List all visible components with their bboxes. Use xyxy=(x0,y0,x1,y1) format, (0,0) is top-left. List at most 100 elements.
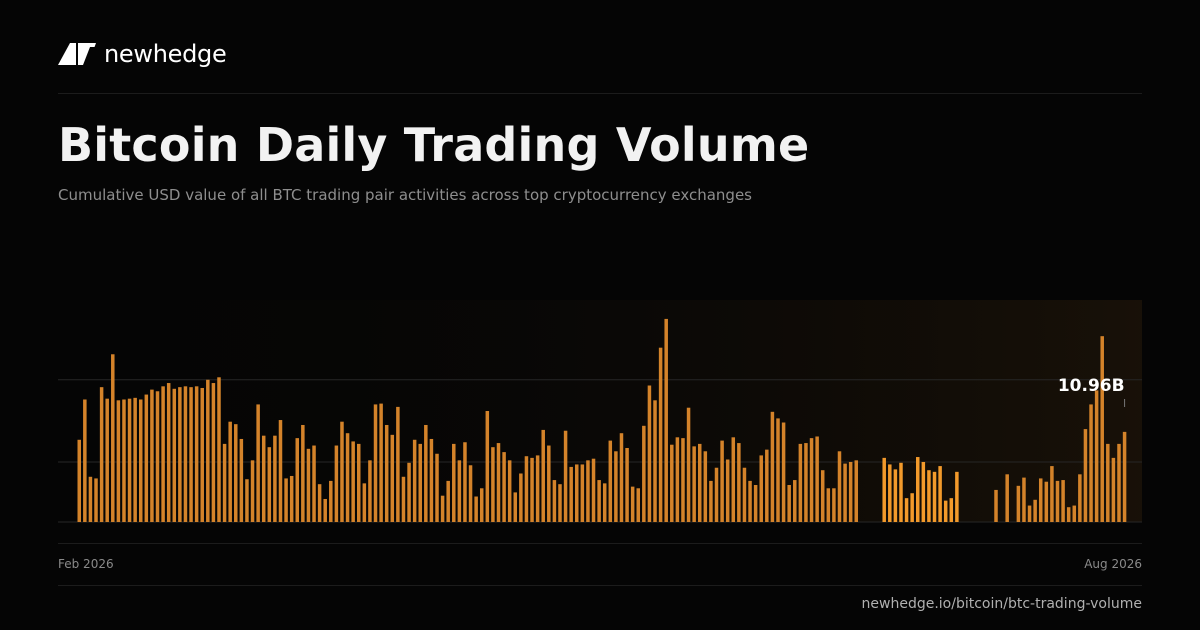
volume-bar[interactable] xyxy=(1027,505,1032,522)
volume-bar[interactable] xyxy=(591,458,596,522)
volume-bar[interactable] xyxy=(602,483,607,522)
volume-bar[interactable] xyxy=(440,495,445,522)
volume-bar[interactable] xyxy=(222,443,227,522)
brand-logo[interactable]: newhedge xyxy=(58,40,227,68)
volume-bar[interactable] xyxy=(368,460,372,522)
volume-bar[interactable] xyxy=(228,421,232,522)
volume-bar[interactable] xyxy=(748,480,752,522)
volume-bar[interactable] xyxy=(798,443,803,522)
volume-bar[interactable] xyxy=(323,498,327,522)
volume-bar[interactable] xyxy=(261,435,266,522)
volume-bar[interactable] xyxy=(608,440,613,522)
volume-bar[interactable] xyxy=(250,460,255,522)
volume-bar[interactable] xyxy=(692,446,696,522)
volume-bar[interactable] xyxy=(1106,443,1110,522)
volume-bar[interactable] xyxy=(412,439,417,522)
volume-bar[interactable] xyxy=(189,387,193,522)
volume-bar[interactable] xyxy=(765,449,769,522)
volume-bar[interactable] xyxy=(725,459,730,522)
volume-bar[interactable] xyxy=(507,460,512,522)
volume-bar[interactable] xyxy=(938,466,942,522)
volume-bar[interactable] xyxy=(647,385,652,522)
volume-bar[interactable] xyxy=(479,488,484,522)
volume-bar[interactable] xyxy=(524,456,529,522)
volume-bar[interactable] xyxy=(111,354,115,522)
volume-bar[interactable] xyxy=(1072,505,1077,522)
volume-bar[interactable] xyxy=(664,318,668,522)
volume-bar[interactable] xyxy=(1122,431,1127,522)
volume-bar[interactable] xyxy=(306,448,311,522)
volume-bar[interactable] xyxy=(1038,478,1043,522)
volume-bar[interactable] xyxy=(1094,390,1099,522)
volume-bar[interactable] xyxy=(910,493,914,522)
volume-bar[interactable] xyxy=(446,480,450,522)
volume-bar[interactable] xyxy=(586,460,590,522)
volume-bar[interactable] xyxy=(206,379,210,522)
volume-bar[interactable] xyxy=(686,407,691,522)
volume-bar[interactable] xyxy=(955,471,959,522)
volume-bar[interactable] xyxy=(401,476,406,522)
volume-bar[interactable] xyxy=(670,444,674,522)
volume-bar[interactable] xyxy=(787,485,791,522)
volume-bar[interactable] xyxy=(384,424,389,522)
volume-bar[interactable] xyxy=(379,403,383,522)
volume-bar[interactable] xyxy=(552,480,557,522)
volume-bar[interactable] xyxy=(949,498,954,522)
volume-bar[interactable] xyxy=(630,486,635,522)
volume-bar[interactable] xyxy=(329,480,333,522)
volume-bar[interactable] xyxy=(105,398,109,522)
volume-bar[interactable] xyxy=(463,442,467,522)
volume-bar[interactable] xyxy=(1083,429,1088,522)
volume-bar[interactable] xyxy=(580,464,585,522)
volume-bar[interactable] xyxy=(194,386,199,522)
volume-bar[interactable] xyxy=(658,347,663,522)
volume-bar[interactable] xyxy=(301,424,305,522)
volume-bar[interactable] xyxy=(563,430,568,522)
volume-bar[interactable] xyxy=(703,451,708,522)
volume-bar[interactable] xyxy=(334,445,339,522)
volume-bar[interactable] xyxy=(474,496,478,522)
volume-bar[interactable] xyxy=(94,478,98,522)
volume-bar[interactable] xyxy=(407,462,411,522)
volume-bar[interactable] xyxy=(1078,474,1082,522)
volume-bar[interactable] xyxy=(1022,477,1026,522)
volume-bar[interactable] xyxy=(295,438,300,522)
volume-bar[interactable] xyxy=(826,488,831,522)
volume-bar[interactable] xyxy=(943,500,948,522)
volume-bar[interactable] xyxy=(932,471,937,522)
volume-bar[interactable] xyxy=(127,398,132,522)
volume-bar[interactable] xyxy=(843,463,847,522)
volume-bar[interactable] xyxy=(239,438,244,522)
volume-bar[interactable] xyxy=(921,461,926,522)
volume-bar[interactable] xyxy=(1089,404,1093,522)
volume-bar[interactable] xyxy=(837,451,842,522)
volume-bar[interactable] xyxy=(804,443,808,522)
volume-bar[interactable] xyxy=(776,418,780,522)
volume-bar[interactable] xyxy=(893,469,898,522)
volume-bar[interactable] xyxy=(161,386,165,522)
volume-bar[interactable] xyxy=(770,411,775,522)
volume-bar[interactable] xyxy=(1055,480,1060,522)
volume-bar[interactable] xyxy=(317,484,322,522)
volume-bar[interactable] xyxy=(256,404,260,522)
volume-bar[interactable] xyxy=(530,457,534,522)
volume-bar[interactable] xyxy=(183,386,188,522)
volume-bar[interactable] xyxy=(781,422,786,522)
volume-bar[interactable] xyxy=(312,445,316,522)
volume-bar[interactable] xyxy=(1117,443,1121,522)
volume-bar[interactable] xyxy=(619,433,624,522)
volume-bar[interactable] xyxy=(373,404,378,522)
volume-bar[interactable] xyxy=(848,461,853,522)
volume-bar[interactable] xyxy=(245,479,249,522)
volume-bar[interactable] xyxy=(496,443,501,522)
volume-bar[interactable] xyxy=(1016,485,1021,522)
volume-bar[interactable] xyxy=(675,437,680,522)
volume-bar[interactable] xyxy=(340,421,344,522)
volume-bar[interactable] xyxy=(882,457,886,522)
volume-bar[interactable] xyxy=(614,451,618,522)
volume-bar[interactable] xyxy=(625,448,629,522)
volume-bar[interactable] xyxy=(452,443,456,522)
volume-bar[interactable] xyxy=(558,484,562,522)
volume-bar[interactable] xyxy=(697,443,702,522)
volume-bar[interactable] xyxy=(357,443,361,522)
